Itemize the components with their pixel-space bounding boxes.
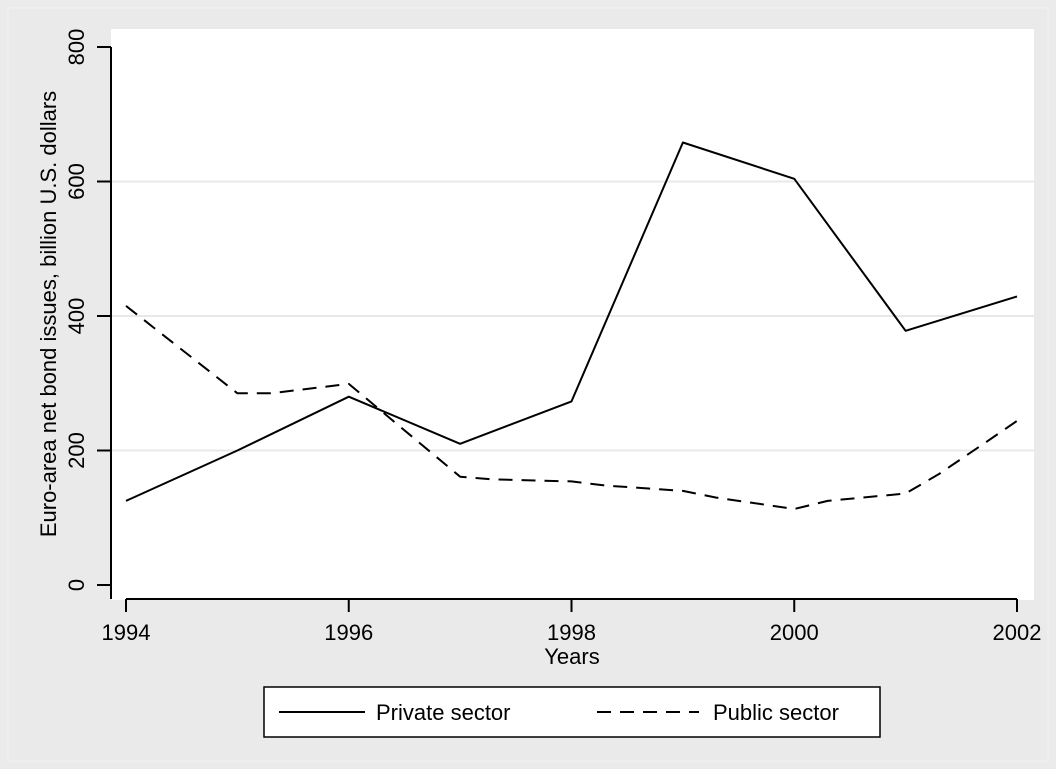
x-tick-label-2002: 2002 <box>993 620 1042 645</box>
x-tick-label-2000: 2000 <box>770 620 819 645</box>
legend-box <box>263 686 881 738</box>
x-ticks: 1994 1996 1998 2000 2002 <box>102 599 1042 645</box>
y-tick-label-0: 0 <box>64 579 89 591</box>
legend: Private sector Public sector <box>263 686 881 738</box>
x-tick-label-1994: 1994 <box>102 620 151 645</box>
legend-label-private-sector: Private sector <box>376 700 511 725</box>
x-axis-label: Years <box>544 644 599 669</box>
plot-area <box>111 29 1034 600</box>
series-line-private-sector <box>125 141 1018 502</box>
y-tick-label-200: 200 <box>64 432 89 469</box>
y-axis-label: Euro-area net bond issues, billion U.S. … <box>36 91 61 537</box>
legend-label-public-sector: Public sector <box>713 700 839 725</box>
y-tick-label-400: 400 <box>64 298 89 335</box>
y-tick-label-600: 600 <box>64 163 89 200</box>
x-tick-label-1998: 1998 <box>547 620 596 645</box>
x-tick-label-1996: 1996 <box>324 620 373 645</box>
y-ticks: 0 200 400 600 800 <box>64 29 111 591</box>
series-line-public-sector <box>125 305 1018 510</box>
series-group <box>125 141 1018 510</box>
grid-lines <box>112 180 1034 452</box>
y-tick-label-800: 800 <box>64 29 89 66</box>
